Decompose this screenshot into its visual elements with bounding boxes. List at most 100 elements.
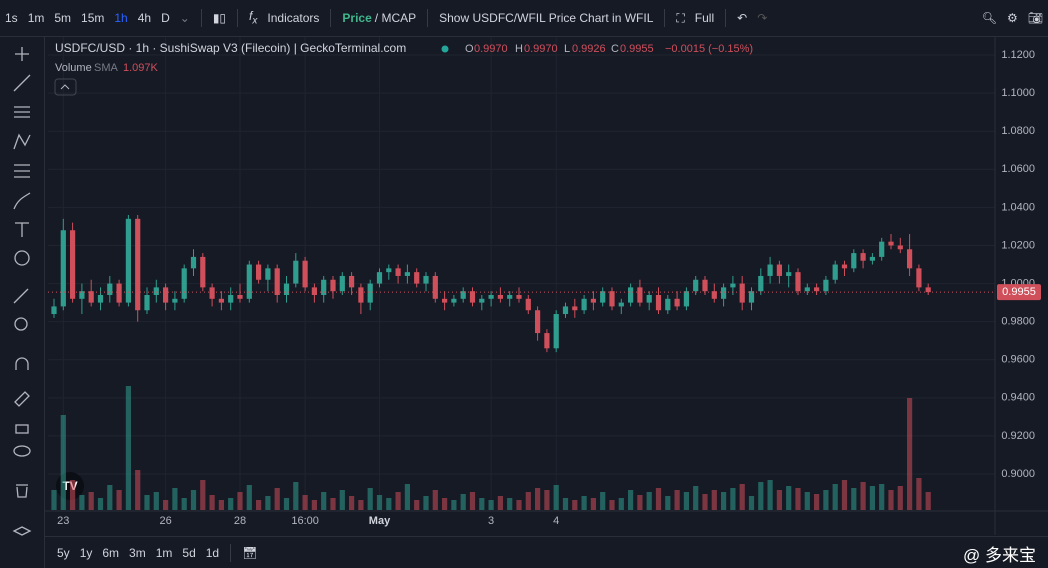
- ruler-tool[interactable]: [13, 288, 29, 304]
- y-tick-label: 0.9400: [1001, 392, 1035, 404]
- candle-body: [776, 264, 782, 276]
- range-button[interactable]: 1m: [155, 546, 173, 560]
- search-button[interactable]: 🔍︎: [981, 11, 997, 25]
- separator: [230, 544, 232, 562]
- range-button[interactable]: 5d: [182, 546, 196, 560]
- range-bar: 5y 1y 6m 3m 1m 5d 1d 📅︎ @ 多来宝: [44, 536, 1048, 568]
- brush-tool[interactable]: [13, 192, 31, 210]
- candle-type-icon[interactable]: ▮▯: [212, 11, 227, 25]
- show-chart-button[interactable]: Show USDFC/WFIL Price Chart in WFIL: [439, 11, 654, 25]
- volume-bar: [572, 500, 578, 510]
- volume-bar: [879, 484, 885, 510]
- change-value: −0.0015 (−0.15%): [665, 43, 753, 55]
- interval-button[interactable]: D: [161, 11, 170, 25]
- interval-button[interactable]: 1m: [27, 11, 45, 25]
- trendline-tool[interactable]: [13, 74, 31, 92]
- volume-bar: [395, 492, 401, 510]
- dropdown-arrow[interactable]: ⌄: [179, 11, 190, 25]
- candle-body: [367, 283, 373, 303]
- candle-body: [674, 298, 680, 307]
- candle-body: [60, 230, 66, 307]
- candle-body: [432, 275, 438, 299]
- channel-tool[interactable]: [14, 106, 30, 118]
- candle-body: [665, 298, 671, 311]
- candle-body: [851, 253, 857, 269]
- delete-tool[interactable]: [16, 484, 28, 498]
- ohlc-value: 0.9970: [474, 43, 508, 55]
- volume-bar: [581, 496, 587, 510]
- y-tick-label: 1.1000: [1001, 87, 1035, 99]
- candle-body: [832, 264, 838, 280]
- volume-bar: [851, 488, 857, 510]
- volume-bar: [479, 498, 485, 510]
- settings-button[interactable]: ⚙: [1007, 11, 1018, 25]
- text-tool[interactable]: [15, 222, 29, 237]
- fib-tool[interactable]: [14, 164, 30, 178]
- interval-button[interactable]: 1h: [114, 11, 128, 25]
- interval-button[interactable]: 4h: [137, 11, 152, 25]
- range-button[interactable]: 6m: [102, 546, 120, 560]
- screenshot-button[interactable]: 📷︎: [1027, 11, 1043, 25]
- indicators-button[interactable]: Indicators: [267, 11, 320, 25]
- volume-bar: [600, 492, 606, 510]
- collapse-button[interactable]: [54, 78, 77, 96]
- collapse-arrow: [60, 84, 70, 90]
- date-range-icon[interactable]: 📅︎: [242, 546, 258, 560]
- full-button[interactable]: Full: [694, 11, 715, 25]
- interval-button[interactable]: 15m: [81, 11, 105, 25]
- candle-body: [246, 264, 252, 299]
- range-button[interactable]: 1d: [205, 546, 220, 560]
- candle-body: [265, 268, 271, 280]
- candle-body: [823, 279, 829, 292]
- redo-button[interactable]: ↷: [757, 11, 768, 25]
- range-button[interactable]: 3m: [129, 546, 146, 560]
- y-tick-label: 1.1200: [1001, 49, 1035, 61]
- candle-body: [572, 306, 578, 311]
- candle-body: [311, 287, 317, 295]
- watermark: @ 多来宝: [963, 545, 1036, 565]
- interval-button[interactable]: 5m: [54, 11, 72, 25]
- candle-body: [702, 279, 708, 292]
- volume-bar: [525, 492, 531, 510]
- range-button[interactable]: 5y: [57, 546, 70, 560]
- crosshair-tool[interactable]: [15, 47, 29, 61]
- status-dot: [441, 45, 449, 53]
- candle-body: [860, 253, 866, 261]
- x-tick-label: 23: [57, 515, 69, 527]
- volume-bar: [544, 490, 550, 510]
- volume-bar: [107, 485, 113, 510]
- candle-body: [358, 287, 364, 303]
- volume-bar: [79, 495, 85, 510]
- price-toggle[interactable]: Price: [342, 11, 372, 25]
- x-tick-label: May: [369, 515, 391, 527]
- candle-body: [507, 294, 513, 299]
- volume-bar: [721, 492, 727, 510]
- candle-body: [144, 294, 150, 311]
- separator: [427, 9, 429, 27]
- magnet-tool[interactable]: [15, 357, 29, 370]
- ohlc-label: O: [465, 43, 474, 55]
- candle-body: [404, 272, 410, 276]
- volume-bar: [823, 490, 829, 510]
- candle-body: [535, 310, 541, 334]
- interval-button[interactable]: 1s: [5, 11, 18, 25]
- zoom-tool[interactable]: [14, 317, 28, 331]
- candle-body: [590, 298, 596, 303]
- volume-bar: [702, 494, 708, 510]
- lock-draw-tool[interactable]: [14, 391, 30, 407]
- volume-bar: [414, 500, 420, 510]
- volume-bar: [97, 498, 104, 510]
- range-button[interactable]: 1y: [79, 546, 93, 560]
- undo-button[interactable]: ↶: [737, 11, 748, 25]
- candle-body: [107, 283, 113, 295]
- pattern-tool[interactable]: [13, 133, 31, 150]
- mcap-toggle[interactable]: / MCAP: [374, 11, 417, 25]
- volume-bar: [860, 482, 866, 510]
- candle-body: [795, 272, 801, 292]
- lock-tool[interactable]: [15, 424, 29, 434]
- emoji-tool[interactable]: [14, 250, 30, 266]
- visibility-tool[interactable]: [13, 445, 31, 457]
- candle-body: [88, 291, 94, 303]
- layers-tool[interactable]: [12, 526, 32, 536]
- candle-body: [553, 314, 559, 349]
